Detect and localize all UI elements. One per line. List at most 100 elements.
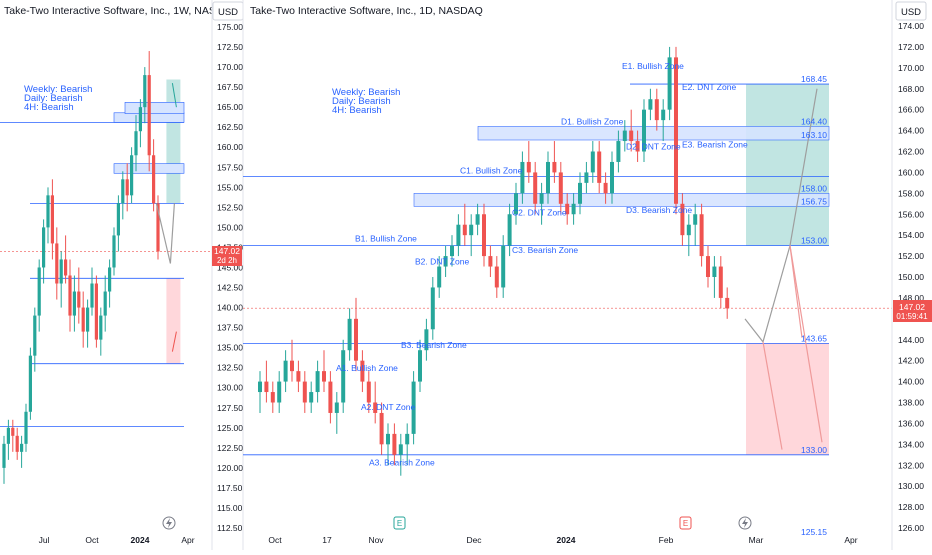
left-candle-body: [156, 203, 160, 252]
right-level-value: 133.00: [801, 445, 827, 455]
left-candle-body: [55, 243, 59, 284]
right-candle-body: [725, 297, 730, 309]
right-zone-labels: A1. Bullish Zone A2. DNT Zone A3. Bearish …: [336, 61, 748, 467]
left-y-tick-label: 162.50: [217, 122, 243, 132]
right-candle-body: [610, 161, 614, 194]
right-candle-body: [379, 412, 384, 445]
right-candle-body: [373, 402, 378, 413]
right-level-value: 168.45: [801, 74, 827, 84]
right-candle-body: [539, 193, 544, 204]
right-candle-body: [450, 245, 454, 257]
right-short-arrow-2: [789, 245, 823, 443]
right-level-value: 158.00: [801, 183, 827, 193]
left-candle-body: [68, 275, 72, 316]
left-candle-body: [90, 283, 94, 308]
right-lightning-icon[interactable]: [738, 516, 752, 530]
right-currency-box[interactable]: [895, 1, 927, 21]
left-x-tick-label: Jul: [39, 535, 50, 545]
left-candle-body: [46, 195, 50, 228]
right-candle-body: [475, 214, 480, 225]
left-target-long-box: [166, 79, 181, 204]
right-x-tick-label: Oct: [268, 535, 282, 545]
left-y-tick-label: 142.50: [217, 283, 243, 293]
right-candle-body: [411, 381, 416, 434]
right-y-tick-label: 144.00: [898, 335, 924, 345]
right-candle-body: [354, 318, 358, 361]
right-candle-body: [654, 99, 659, 121]
left-price-tag-value: 147.02: [214, 246, 240, 256]
right-candle-body: [309, 392, 314, 403]
left-y-tick-label: 137.50: [217, 323, 243, 333]
right-y-tick-label: 156.00: [898, 209, 924, 219]
earnings-icon-2[interactable]: E: [679, 516, 692, 530]
right-candle-body: [418, 350, 422, 382]
right-zone-label: E3. Bearish Zone: [682, 139, 748, 149]
right-bias-daily: Daily: Bearish: [332, 96, 391, 107]
left-y-tick-label: 132.50: [217, 363, 243, 373]
right-candle-body: [315, 371, 320, 393]
right-x-tick-label: Feb: [659, 535, 674, 545]
left-lightning-icon[interactable]: [162, 516, 176, 530]
right-y-tick-label: 158.00: [898, 188, 924, 198]
right-candle-body: [424, 329, 429, 351]
right-price-tag-value: 147.02: [899, 302, 925, 312]
right-bias-weekly: Weekly: Bearish: [332, 87, 400, 98]
right-candle-body: [686, 224, 691, 236]
right-y-tick-label: 166.00: [898, 105, 924, 115]
right-candle-body: [386, 433, 390, 445]
right-candle-body: [648, 99, 653, 110]
left-candle-body: [37, 267, 41, 316]
right-candle-body: [347, 318, 352, 351]
right-short-arrow-1: [762, 341, 783, 450]
right-candle-body: [642, 109, 646, 152]
left-candle-body: [50, 195, 54, 244]
left-candle-body: [94, 283, 98, 340]
left-y-tick-label: 155.00: [217, 182, 243, 192]
right-candle-body: [430, 287, 435, 330]
right-y-tick-label: 162.00: [898, 147, 924, 157]
left-y-tick-label: 160.00: [217, 142, 243, 152]
right-candle-body: [533, 172, 538, 204]
right-candle-body: [258, 381, 262, 393]
right-level-value: 153.00: [801, 236, 827, 246]
left-candle-body: [147, 75, 151, 156]
right-candle-body: [398, 444, 403, 455]
right-candle-body: [437, 266, 442, 288]
right-y-tick-label: 172.00: [898, 42, 924, 52]
right-x-tick-label: 17: [322, 535, 332, 545]
left-y-tick-label: 140.00: [217, 303, 243, 313]
right-panel-daily: Take-Two Interactive Software, Inc., 1D,…: [242, 0, 932, 550]
right-candle-body: [616, 141, 621, 162]
left-candle-body: [28, 355, 32, 412]
right-zone-label: C2. DNT Zone: [512, 207, 567, 217]
right-panel-title: Take-Two Interactive Software, Inc., 1D,…: [250, 5, 483, 17]
left-y-tick-label: 117.50: [217, 483, 243, 493]
left-y-tick-label: 167.50: [217, 82, 243, 92]
left-y-tick-label: 135.00: [217, 343, 243, 353]
right-candle-body: [578, 182, 582, 204]
right-zone-label: A1. Bullish Zone: [336, 363, 398, 373]
right-candle-body: [462, 224, 467, 236]
right-y-tick-label: 130.00: [898, 481, 924, 491]
right-candle-body: [680, 203, 685, 236]
right-y-ticks: 174.00 172.00 170.00 168.00 166.00 164.00 162.…: [898, 21, 924, 533]
left-x-tick-label: Apr: [181, 535, 194, 545]
right-candle-body: [693, 214, 698, 225]
right-zone-label: E1. Bullish Zone: [622, 61, 684, 71]
left-long-arrow: [171, 83, 177, 108]
earnings-icon-1[interactable]: E: [393, 516, 406, 530]
right-candle-body: [552, 161, 557, 173]
right-candle-body: [706, 256, 710, 277]
right-zone-label: D1. Bullish Zone: [561, 116, 624, 126]
left-target-short-box: [166, 278, 181, 364]
right-candle-body: [667, 57, 672, 110]
right-target-short-box: [746, 343, 829, 455]
left-candle-body: [20, 443, 24, 452]
right-candle-body: [661, 109, 666, 121]
left-candle-body: [6, 427, 10, 444]
right-candles: [243, 46, 892, 476]
right-y-tick-label: 138.00: [898, 398, 924, 408]
svg-text:E: E: [397, 519, 402, 528]
left-candle-body: [134, 131, 138, 156]
